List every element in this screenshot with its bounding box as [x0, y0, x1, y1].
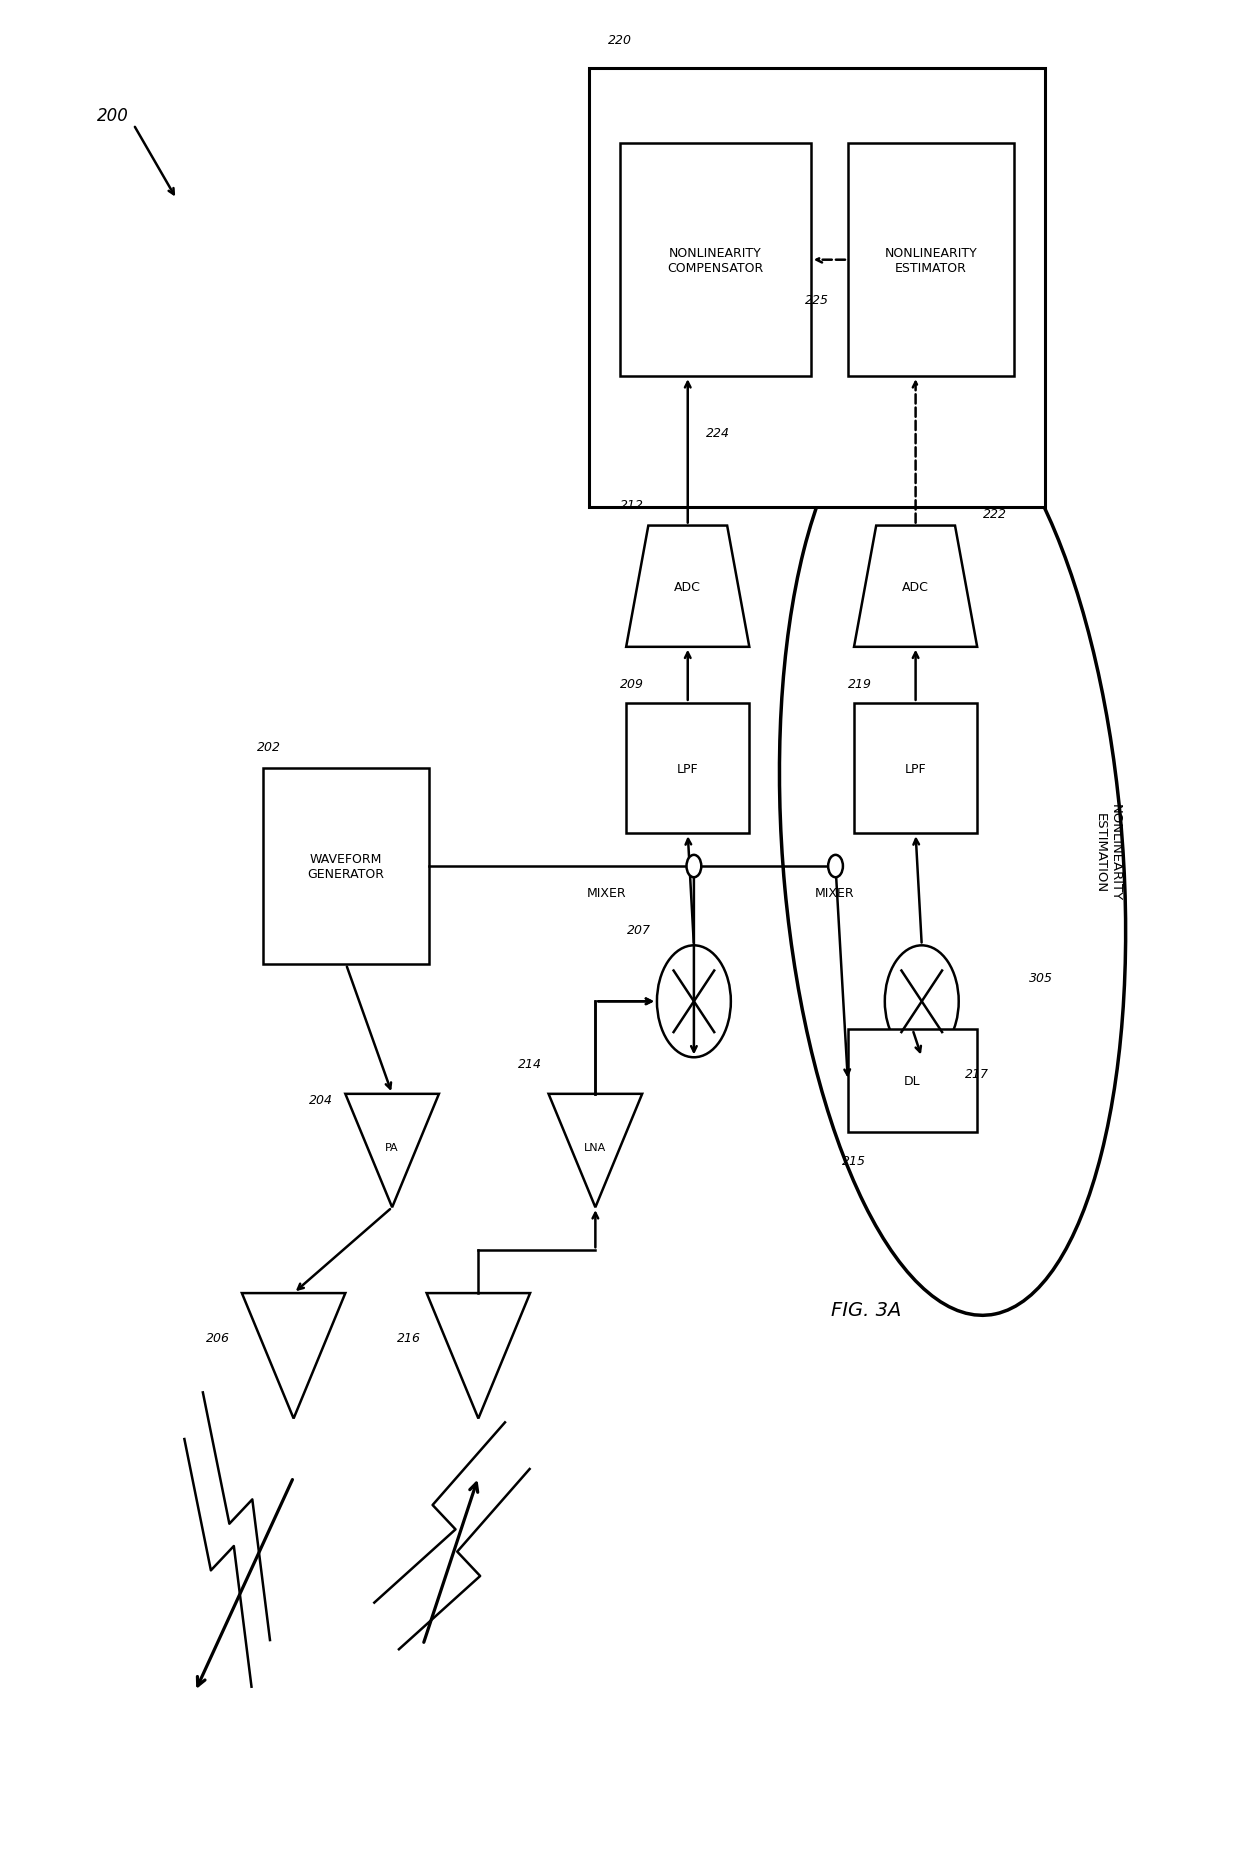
Text: 204: 204: [309, 1094, 334, 1107]
Circle shape: [885, 946, 959, 1058]
Bar: [848, 144, 1014, 376]
Bar: [589, 69, 1045, 508]
Bar: [263, 768, 429, 965]
Text: 220: 220: [608, 34, 631, 47]
Text: 217: 217: [965, 1068, 988, 1081]
Bar: [626, 704, 749, 833]
Text: NONLINEARITY
ESTIMATOR: NONLINEARITY ESTIMATOR: [884, 247, 977, 275]
Bar: [848, 1030, 977, 1133]
Polygon shape: [854, 526, 977, 648]
Text: DL: DL: [904, 1075, 921, 1088]
Text: 224: 224: [707, 427, 730, 440]
Text: LNA: LNA: [584, 1143, 606, 1152]
Text: MIXER: MIXER: [587, 886, 626, 899]
Text: 209: 209: [620, 678, 644, 691]
Text: 215: 215: [842, 1154, 866, 1167]
Text: 200: 200: [97, 107, 129, 125]
Text: 207: 207: [626, 923, 651, 936]
Bar: [854, 704, 977, 833]
Polygon shape: [242, 1294, 345, 1418]
Polygon shape: [427, 1294, 529, 1418]
Text: 222: 222: [983, 508, 1007, 521]
Circle shape: [657, 946, 730, 1058]
Polygon shape: [345, 1094, 439, 1208]
Text: WAVEFORM
GENERATOR: WAVEFORM GENERATOR: [308, 852, 384, 880]
Text: 225: 225: [805, 294, 830, 307]
Circle shape: [828, 856, 843, 878]
Text: 214: 214: [518, 1058, 542, 1071]
Text: NONLINEARITY
COMPENSATOR: NONLINEARITY COMPENSATOR: [667, 247, 764, 275]
Text: 212: 212: [620, 498, 644, 511]
Polygon shape: [548, 1094, 642, 1208]
Polygon shape: [626, 526, 749, 648]
Text: PA: PA: [386, 1143, 399, 1152]
Bar: [620, 144, 811, 376]
Circle shape: [687, 856, 702, 878]
Text: ADC: ADC: [903, 581, 929, 594]
Text: 206: 206: [206, 1332, 229, 1345]
Text: 305: 305: [1029, 970, 1053, 983]
Text: MIXER: MIXER: [815, 886, 854, 899]
Text: LPF: LPF: [677, 762, 698, 775]
Text: FIG. 3A: FIG. 3A: [831, 1300, 901, 1319]
Text: 202: 202: [257, 740, 280, 753]
Text: NONLINEARITY
ESTIMATION: NONLINEARITY ESTIMATION: [1094, 804, 1122, 901]
Text: 216: 216: [397, 1332, 420, 1345]
Text: ADC: ADC: [675, 581, 701, 594]
Text: 219: 219: [848, 678, 872, 691]
Text: LPF: LPF: [905, 762, 926, 775]
